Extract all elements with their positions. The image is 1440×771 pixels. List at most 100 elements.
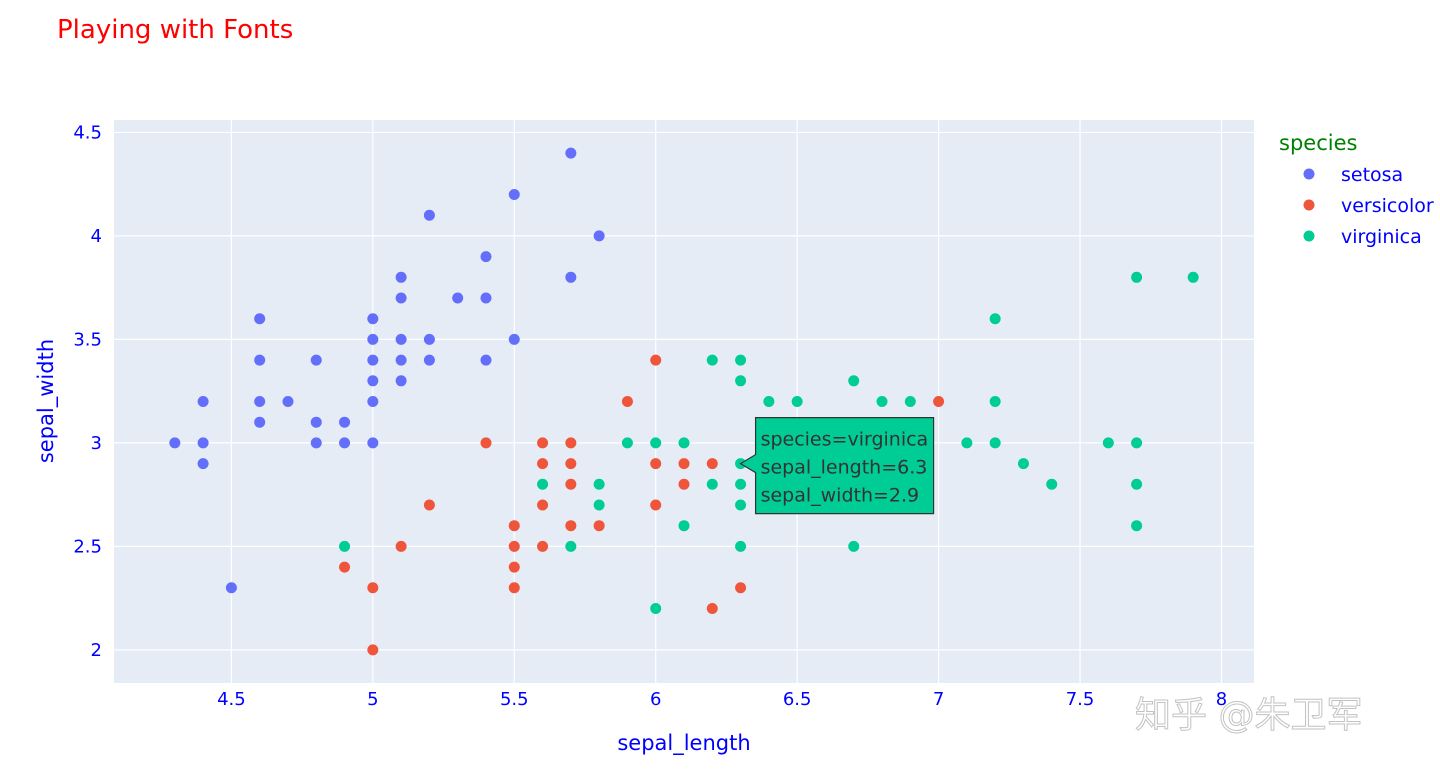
point-versicolor[interactable]	[735, 582, 747, 594]
point-virginica[interactable]	[989, 313, 1001, 325]
legend-item-virginica[interactable]: virginica	[1303, 226, 1422, 248]
point-virginica[interactable]	[706, 354, 718, 366]
point-versicolor[interactable]	[367, 644, 379, 656]
point-versicolor[interactable]	[508, 582, 520, 594]
point-versicolor[interactable]	[621, 396, 633, 407]
point-setosa[interactable]	[367, 396, 379, 407]
point-versicolor[interactable]	[565, 458, 577, 470]
point-virginica[interactable]	[989, 396, 1001, 407]
point-versicolor[interactable]	[565, 520, 577, 532]
legend-item-versicolor[interactable]: versicolor	[1303, 195, 1434, 217]
point-setosa[interactable]	[565, 147, 577, 159]
point-setosa[interactable]	[367, 354, 379, 366]
point-versicolor[interactable]	[706, 458, 718, 470]
point-setosa[interactable]	[197, 437, 209, 449]
point-setosa[interactable]	[395, 375, 407, 387]
point-setosa[interactable]	[565, 271, 577, 283]
point-setosa[interactable]	[395, 271, 407, 283]
point-setosa[interactable]	[593, 230, 605, 242]
point-virginica[interactable]	[621, 437, 633, 449]
point-versicolor[interactable]	[706, 602, 718, 614]
point-versicolor[interactable]	[480, 437, 492, 449]
point-versicolor[interactable]	[537, 458, 549, 470]
point-setosa[interactable]	[423, 209, 435, 221]
point-virginica[interactable]	[565, 540, 577, 552]
point-versicolor[interactable]	[423, 499, 435, 511]
point-versicolor[interactable]	[508, 540, 520, 552]
point-virginica[interactable]	[1131, 271, 1143, 283]
point-virginica[interactable]	[1131, 437, 1143, 449]
point-setosa[interactable]	[367, 437, 379, 449]
point-setosa[interactable]	[225, 582, 237, 594]
point-virginica[interactable]	[339, 540, 351, 552]
point-virginica[interactable]	[961, 437, 973, 449]
point-versicolor[interactable]	[537, 437, 549, 449]
point-virginica[interactable]	[537, 478, 549, 490]
point-setosa[interactable]	[508, 333, 520, 345]
point-virginica[interactable]	[1131, 520, 1143, 532]
point-setosa[interactable]	[254, 354, 266, 366]
point-versicolor[interactable]	[933, 396, 945, 407]
point-setosa[interactable]	[367, 313, 379, 325]
point-versicolor[interactable]	[678, 458, 690, 470]
point-virginica[interactable]	[848, 540, 860, 552]
point-setosa[interactable]	[310, 437, 322, 449]
point-setosa[interactable]	[423, 333, 435, 345]
point-virginica[interactable]	[1046, 478, 1058, 490]
point-setosa[interactable]	[395, 333, 407, 345]
point-versicolor[interactable]	[650, 458, 662, 470]
point-setosa[interactable]	[254, 396, 266, 407]
legend[interactable]: setosa versicolor virginica	[1303, 164, 1434, 248]
point-virginica[interactable]	[706, 478, 718, 490]
point-versicolor[interactable]	[395, 540, 407, 552]
point-versicolor[interactable]	[593, 520, 605, 532]
point-versicolor[interactable]	[650, 499, 662, 511]
point-setosa[interactable]	[423, 354, 435, 366]
plot-area[interactable]	[114, 120, 1254, 683]
point-virginica[interactable]	[735, 499, 747, 511]
legend-item-setosa[interactable]: setosa	[1303, 164, 1404, 186]
point-setosa[interactable]	[508, 189, 520, 201]
point-virginica[interactable]	[1017, 458, 1029, 470]
point-virginica[interactable]	[735, 478, 747, 490]
point-setosa[interactable]	[169, 437, 181, 449]
point-virginica[interactable]	[678, 437, 690, 449]
point-virginica[interactable]	[650, 602, 662, 614]
point-setosa[interactable]	[197, 458, 209, 470]
point-versicolor[interactable]	[537, 540, 549, 552]
point-setosa[interactable]	[197, 396, 209, 407]
point-setosa[interactable]	[480, 292, 492, 304]
point-virginica[interactable]	[735, 354, 747, 366]
point-virginica[interactable]	[593, 478, 605, 490]
point-virginica[interactable]	[735, 540, 747, 552]
point-versicolor[interactable]	[565, 437, 577, 449]
point-setosa[interactable]	[452, 292, 464, 304]
point-virginica[interactable]	[848, 375, 860, 387]
point-setosa[interactable]	[395, 292, 407, 304]
point-virginica[interactable]	[1131, 478, 1143, 490]
point-setosa[interactable]	[480, 251, 492, 263]
point-virginica[interactable]	[650, 437, 662, 449]
point-setosa[interactable]	[367, 333, 379, 345]
point-versicolor[interactable]	[565, 478, 577, 490]
point-setosa[interactable]	[310, 416, 322, 428]
point-setosa[interactable]	[310, 354, 322, 366]
point-setosa[interactable]	[254, 313, 266, 325]
point-setosa[interactable]	[395, 354, 407, 366]
point-virginica[interactable]	[876, 396, 888, 407]
point-setosa[interactable]	[480, 354, 492, 366]
point-versicolor[interactable]	[508, 561, 520, 573]
point-versicolor[interactable]	[678, 478, 690, 490]
point-virginica[interactable]	[1102, 437, 1114, 449]
point-setosa[interactable]	[282, 396, 294, 407]
point-setosa[interactable]	[339, 416, 351, 428]
point-virginica[interactable]	[791, 396, 803, 407]
point-virginica[interactable]	[904, 396, 916, 407]
point-setosa[interactable]	[367, 375, 379, 387]
point-versicolor[interactable]	[537, 499, 549, 511]
point-virginica[interactable]	[1187, 271, 1199, 283]
point-versicolor[interactable]	[339, 561, 351, 573]
point-setosa[interactable]	[254, 416, 266, 428]
point-versicolor[interactable]	[650, 354, 662, 366]
point-virginica[interactable]	[678, 520, 690, 532]
